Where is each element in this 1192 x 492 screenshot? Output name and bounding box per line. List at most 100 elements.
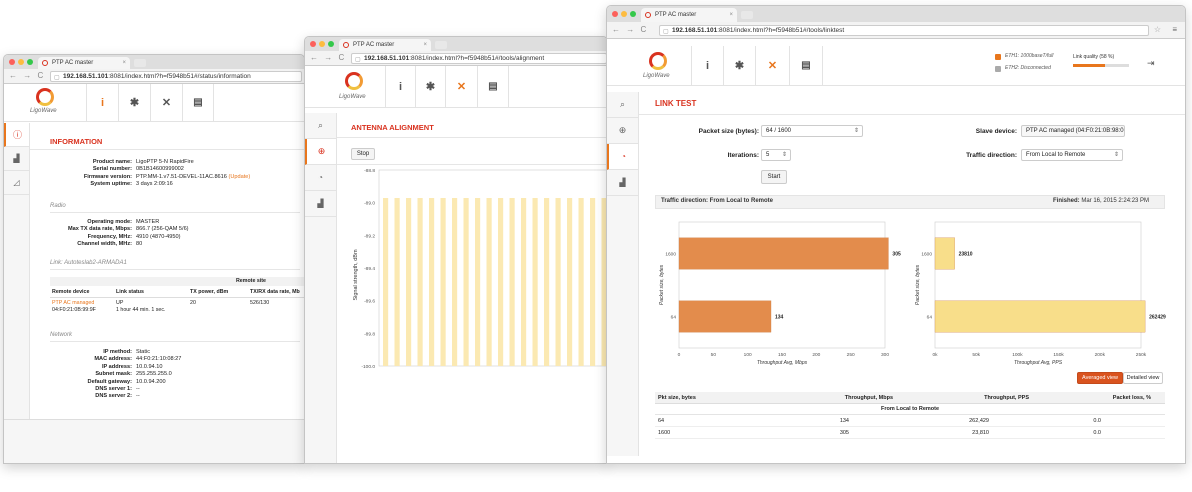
throughput-bar: [934, 237, 955, 270]
throughput-chart-mbps: Packet size, bytes 0 50 100 150 200 250 300 Thro…: [659, 221, 901, 366]
y-tick-label: -100.0: [361, 364, 375, 370]
nav-device-icon[interactable]: ▤: [789, 46, 823, 85]
iterations-select[interactable]: 5 ⇕: [761, 149, 791, 161]
y-tick-label: -89.6: [364, 299, 375, 305]
new-tab-button[interactable]: [435, 41, 447, 49]
nav-tools-icon[interactable]: ✕: [755, 46, 789, 85]
alignment-chart: Signal strength, dBm -88.8 -89.0 -89.2 -89.…: [353, 168, 607, 370]
signal-bar: [475, 198, 481, 366]
finished-time: Finished: Mar 16, 2015 2:24:23 PM: [1053, 198, 1150, 204]
detailed-view-button[interactable]: Detailed view: [1123, 372, 1163, 384]
nav-buttons[interactable]: ← → C: [310, 53, 347, 62]
minimize-dot[interactable]: [18, 59, 24, 65]
nav-tools-icon[interactable]: ✕: [445, 66, 477, 107]
tab-strip: PTP AC master ×: [305, 37, 607, 51]
sidebar-chart-icon[interactable]: ◿: [4, 171, 29, 195]
category-label: 64: [927, 315, 933, 321]
remote-device-link[interactable]: PTP AC managed: [52, 300, 95, 306]
minimize-dot[interactable]: [319, 41, 325, 47]
signal-bar: [440, 198, 446, 366]
signal-bar: [394, 198, 400, 366]
zoom-dot[interactable]: [27, 59, 33, 65]
close-dot[interactable]: [9, 59, 15, 65]
url-field[interactable]: ▢ 192.168.51.101:8081/index.html?h=f5948b…: [351, 53, 607, 64]
menu-icon[interactable]: ≡: [1172, 25, 1177, 34]
new-tab-button[interactable]: [134, 59, 146, 67]
sidebar-gauge-icon[interactable]: ◔: [607, 144, 638, 170]
nav-buttons[interactable]: ← → C: [612, 25, 649, 34]
close-tab-icon[interactable]: ×: [729, 12, 733, 18]
browser-tab[interactable]: PTP AC master ×: [339, 39, 431, 51]
url-field[interactable]: ▢ 192.168.51.101:8081/index.html?h=f5948b…: [50, 71, 302, 82]
sidebar-signal-icon[interactable]: ▟: [305, 191, 336, 217]
address-bar: ← → C ▢ 192.168.51.101:8081/index.html?h=…: [305, 51, 607, 66]
bar-value-label: 305: [892, 252, 901, 258]
logout-icon[interactable]: ⇥: [1147, 58, 1155, 68]
alignment-window: PTP AC master × ← → C ▢ 192.168.51.101:808…: [304, 36, 608, 464]
page-icon: ▢: [355, 57, 361, 63]
update-link[interactable]: (Update): [228, 173, 251, 180]
signal-bar: [486, 198, 492, 366]
signal-bar: [532, 198, 538, 366]
browser-tab[interactable]: PTP AC master ×: [38, 57, 130, 69]
sidebar-target-icon[interactable]: ⊕: [607, 118, 638, 144]
page-icon: ▢: [54, 75, 60, 81]
signal-bar: [509, 198, 515, 366]
x-tick-label: 250k: [1136, 352, 1147, 358]
throughput-bar: [678, 300, 772, 333]
sidebar: ⌕ ⊕ ◔ ▟: [607, 92, 639, 456]
slave-device-field[interactable]: PTP AC managed (04:F0:21:0B:98:0: [1021, 125, 1125, 137]
nav-device-icon[interactable]: ▤: [477, 66, 509, 107]
page-title: INFORMATION: [50, 137, 103, 146]
link-quality-bar: [1073, 64, 1129, 67]
close-dot[interactable]: [310, 41, 316, 47]
averaged-view-button[interactable]: Averaged view: [1077, 372, 1123, 384]
bar-value-label: 23810: [959, 252, 973, 258]
zoom-dot[interactable]: [328, 41, 334, 47]
sidebar-target-icon[interactable]: ⊕: [305, 139, 336, 165]
result-direction: Traffic direction: From Local to Remote: [661, 198, 774, 204]
start-button[interactable]: Start: [761, 170, 787, 184]
nav-gear-icon[interactable]: ✱: [723, 46, 755, 85]
close-dot[interactable]: [612, 11, 618, 17]
nav-buttons[interactable]: ← → C: [9, 71, 46, 80]
sidebar-info-icon[interactable]: ⓘ: [4, 123, 29, 147]
nav-device-icon[interactable]: ▤: [182, 84, 214, 121]
close-tab-icon[interactable]: ×: [122, 60, 126, 66]
new-tab-button[interactable]: [741, 11, 753, 19]
stop-button[interactable]: Stop: [351, 148, 375, 160]
status-window: PTP AC master × ← → C ▢ 192.168.51.101:808…: [3, 54, 305, 464]
category-label: 64: [671, 315, 677, 321]
sidebar-signal-icon[interactable]: ▟: [607, 170, 638, 196]
signal-bar: [521, 198, 527, 366]
network-info: IP method: Static MAC address: 44:F0:21:10…: [87, 349, 182, 400]
browser-tab[interactable]: PTP AC master ×: [641, 8, 737, 22]
nav-gear-icon[interactable]: ✱: [118, 84, 150, 121]
traffic-direction-select[interactable]: From Local to Remote ⇕: [1021, 149, 1123, 161]
nav-gear-icon[interactable]: ✱: [415, 66, 445, 107]
bookmark-star-icon[interactable]: ☆: [1153, 25, 1161, 34]
close-tab-icon[interactable]: ×: [423, 42, 427, 48]
sidebar-search-icon[interactable]: ⌕: [305, 113, 336, 139]
minimize-dot[interactable]: [621, 11, 627, 17]
sidebar-gauge-icon[interactable]: ◔: [305, 165, 336, 191]
nav-info-icon[interactable]: i: [86, 84, 118, 121]
plot-frame: [678, 221, 886, 349]
sidebar-search-icon[interactable]: ⌕: [607, 92, 638, 118]
nav-info-icon[interactable]: i: [691, 46, 723, 85]
app-header: LigoWave i ✱ ✕ ▤: [305, 66, 607, 108]
page-icon: ▢: [663, 29, 669, 35]
x-tick-label: 50: [711, 352, 717, 358]
signal-bar: [555, 198, 561, 366]
nav-tools-icon[interactable]: ✕: [150, 84, 182, 121]
signal-bar: [578, 198, 584, 366]
category-label: 1600: [665, 252, 676, 258]
sidebar-stats-icon[interactable]: ▟: [4, 147, 29, 171]
result-header: [655, 195, 1165, 209]
page-title: ANTENNA ALIGNMENT: [351, 123, 434, 132]
packet-size-select[interactable]: 64 / 1600 ⇕: [761, 125, 863, 137]
y-axis-label: Signal strength, dBm: [353, 249, 359, 300]
nav-info-icon[interactable]: i: [385, 66, 415, 107]
zoom-dot[interactable]: [630, 11, 636, 17]
url-field[interactable]: ▢ 192.168.51.101:8081/index.html?h=f5948b…: [659, 25, 1149, 36]
